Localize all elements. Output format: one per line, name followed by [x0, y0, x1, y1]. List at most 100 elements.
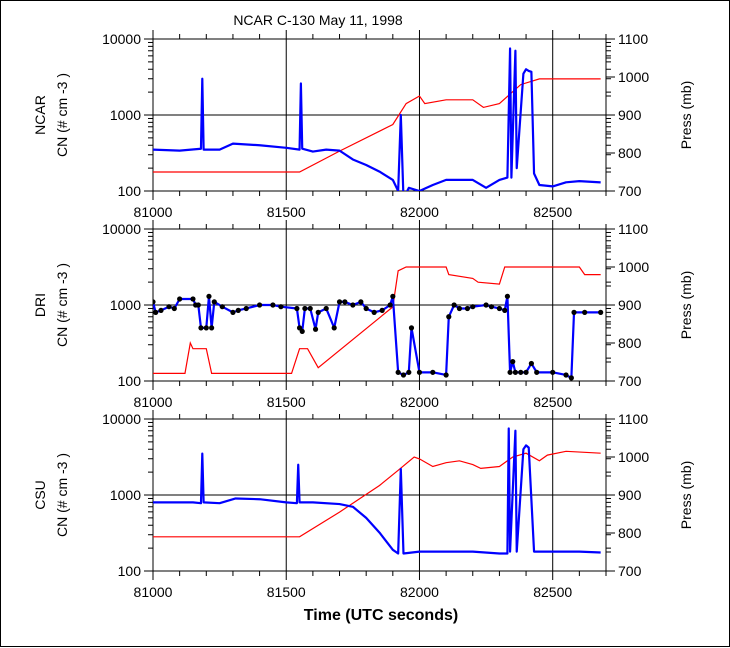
cn-point	[496, 305, 503, 312]
cn-point	[323, 305, 329, 312]
cn-point	[406, 369, 412, 375]
cn-point	[534, 369, 540, 375]
cn-point	[219, 304, 225, 310]
cn-point	[387, 302, 393, 308]
cn-point	[206, 293, 212, 299]
panel-dri: 10000 1000 100 1100 1000 900 800 700 81000 81500 8…	[32, 220, 694, 410]
cn-point	[158, 307, 164, 313]
cn-point	[563, 372, 569, 378]
cn-point	[230, 309, 236, 315]
cn-point	[195, 302, 201, 308]
cn-point	[528, 360, 534, 367]
y2-tick-label: 1100	[618, 221, 648, 237]
y-tick-label: 100	[118, 563, 142, 579]
cn-point	[571, 309, 577, 315]
data-group	[153, 47, 601, 191]
y2-tick-label: 900	[618, 107, 642, 123]
cn-point	[342, 299, 348, 305]
cn-point	[153, 299, 156, 305]
x-tick-label: 82500	[533, 584, 572, 600]
cn-point	[518, 369, 524, 375]
cn-point	[350, 302, 356, 308]
x-tick-label: 81000	[134, 394, 173, 410]
cn-point	[302, 305, 308, 312]
x-tick-label: 81000	[134, 204, 173, 220]
x-tick-label: 82500	[533, 204, 572, 220]
pressure-line	[153, 450, 601, 538]
panel-instrument-label: DRI	[32, 293, 48, 317]
y2-tick-label: 800	[618, 335, 642, 351]
pressure-line	[153, 78, 601, 173]
y-axis-label: CN (# cm -3 )	[54, 73, 70, 157]
panel-instrument-label: CSU	[32, 480, 48, 510]
cn-point	[379, 307, 385, 313]
y-tick-label: 1000	[110, 107, 141, 123]
cn-line	[153, 295, 601, 379]
x-tick-label: 82000	[400, 394, 439, 410]
cn-point	[568, 375, 574, 381]
y-tick-label: 10000	[102, 31, 141, 47]
cn-point	[299, 328, 305, 334]
cn-point	[483, 302, 489, 308]
x-tick-label: 82500	[533, 394, 572, 410]
cn-point	[203, 325, 209, 331]
cn-point	[400, 372, 407, 378]
cn-point	[371, 309, 377, 315]
panels-group: 10000 1000 100 1100 1000 900 800 700 81000 81500 8…	[32, 30, 694, 600]
panel-ncar: 10000 1000 100 1100 1000 900 800 700 81000 81500 8…	[32, 30, 694, 220]
cn-point	[395, 369, 401, 375]
cn-point	[307, 305, 313, 312]
y2-axis-label: Press (mb)	[678, 461, 694, 529]
x-tick-label: 82000	[400, 204, 439, 220]
y2-tick-label: 1000	[618, 259, 649, 275]
y2-axis-label: Press (mb)	[678, 81, 694, 149]
y-tick-label: 100	[118, 373, 142, 389]
cn-point	[363, 305, 369, 312]
cn-point	[430, 369, 436, 375]
cn-point	[446, 314, 452, 320]
y-axis-label: CN (# cm -3 )	[54, 263, 70, 347]
cn-line	[153, 47, 601, 191]
cn-point	[294, 305, 300, 312]
y2-tick-label: 1000	[618, 69, 649, 85]
cn-point	[278, 304, 284, 310]
y2-tick-label: 800	[618, 145, 642, 161]
y2-tick-label: 900	[618, 297, 642, 313]
x-tick-label: 81500	[267, 204, 306, 220]
cn-point	[523, 369, 529, 375]
y2-tick-label: 800	[618, 525, 642, 541]
x-tick-label: 81500	[267, 584, 306, 600]
cn-point	[336, 299, 343, 305]
x-tick-label: 81000	[134, 584, 173, 600]
cn-point	[451, 302, 457, 308]
cn-point	[598, 309, 604, 315]
cn-line	[153, 427, 601, 555]
cn-point	[198, 325, 204, 331]
cn-point	[582, 309, 588, 315]
cn-point	[256, 302, 263, 308]
y2-tick-label: 1100	[618, 31, 648, 47]
y-tick-label: 1000	[110, 487, 141, 503]
panel-csu: 10000 1000 100 1100 1000 900 800 700 81000 81500 8…	[32, 410, 694, 600]
cn-point	[550, 369, 556, 375]
cn-point	[243, 305, 249, 312]
y2-tick-label: 1000	[618, 449, 649, 465]
cn-point	[270, 302, 276, 308]
cn-point	[235, 307, 241, 313]
pressure-line	[153, 266, 601, 374]
cn-point	[211, 299, 217, 305]
cn-point	[504, 293, 511, 299]
cn-point	[209, 325, 215, 331]
cn-point	[507, 369, 513, 375]
cn-point	[512, 369, 518, 375]
y2-tick-label: 700	[618, 183, 642, 199]
cn-point	[456, 305, 463, 312]
cn-point	[464, 305, 471, 312]
cn-point	[358, 299, 364, 305]
y-tick-label: 10000	[102, 411, 141, 427]
y2-tick-label: 700	[618, 563, 642, 579]
cn-point	[470, 304, 476, 310]
y-axis-label: CN (# cm -3 )	[54, 453, 70, 537]
